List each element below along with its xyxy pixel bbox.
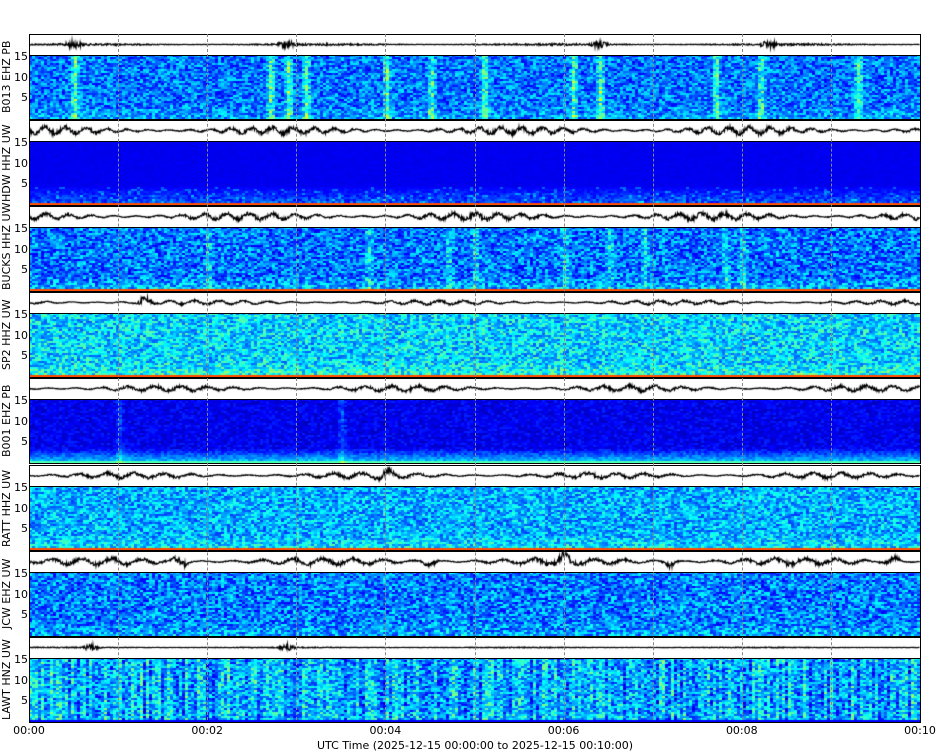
y-tick-label: 5 <box>21 349 28 363</box>
y-tick-label: 10 <box>14 328 28 342</box>
x-tick-label: 00:10 <box>904 724 936 737</box>
station-label: JCW EHZ UW <box>0 558 13 629</box>
grid-line <box>296 34 298 720</box>
station-label: BUCKS HHZ UW <box>0 202 13 290</box>
y-tick-label: 15 <box>14 394 28 408</box>
y-tick-label: 5 <box>21 522 28 536</box>
grid-line <box>207 34 209 720</box>
station-label: HDW HHZ UW <box>0 123 13 202</box>
y-tick-label: 15 <box>14 481 28 495</box>
y-tick-label: 10 <box>14 414 28 428</box>
y-tick-label: 15 <box>14 653 28 667</box>
y-tick-label: 15 <box>14 567 28 581</box>
y-tick-label: 10 <box>14 156 28 170</box>
grid-line <box>118 34 120 720</box>
x-tick-label: 00:04 <box>369 724 402 737</box>
grid-line <box>830 34 832 720</box>
x-tick-label: 00:02 <box>191 724 224 737</box>
y-tick-label: 10 <box>14 501 28 515</box>
y-tick-label: 15 <box>14 50 28 64</box>
y-tick-label: 15 <box>14 222 28 236</box>
y-tick-label: 10 <box>14 70 28 84</box>
y-tick-label: 10 <box>14 673 28 687</box>
y-tick-label: 5 <box>21 177 28 191</box>
x-tick-label: 00:08 <box>725 724 758 737</box>
y-tick-label: 10 <box>14 242 28 256</box>
y-tick-label: 5 <box>21 608 28 622</box>
station-label: LAWT HNZ UW <box>0 639 13 720</box>
grid-line <box>563 34 565 720</box>
station-label: RATT HHZ UW <box>0 468 13 547</box>
grid-line <box>652 34 654 720</box>
y-tick-label: 5 <box>21 435 28 449</box>
grid-line <box>741 34 743 720</box>
y-tick-label: 15 <box>14 136 28 150</box>
y-tick-label: 5 <box>21 91 28 105</box>
y-tick-label: 15 <box>14 308 28 322</box>
x-tick-label: 00:00 <box>13 724 45 737</box>
station-label: B001 EHZ PB <box>0 384 13 457</box>
x-tick-label: 00:06 <box>547 724 580 737</box>
y-tick-label: 5 <box>21 694 28 708</box>
y-tick-label: 10 <box>14 587 28 601</box>
station-label: SP2 HHZ UW <box>0 299 13 370</box>
y-tick-label: 5 <box>21 263 28 277</box>
x-axis-label: UTC Time (2025-12-15 00:00:00 to 2025-12… <box>317 739 633 752</box>
grid-line <box>385 34 387 720</box>
grid-line <box>474 34 476 720</box>
station-label: B013 EHZ PB <box>0 40 13 113</box>
